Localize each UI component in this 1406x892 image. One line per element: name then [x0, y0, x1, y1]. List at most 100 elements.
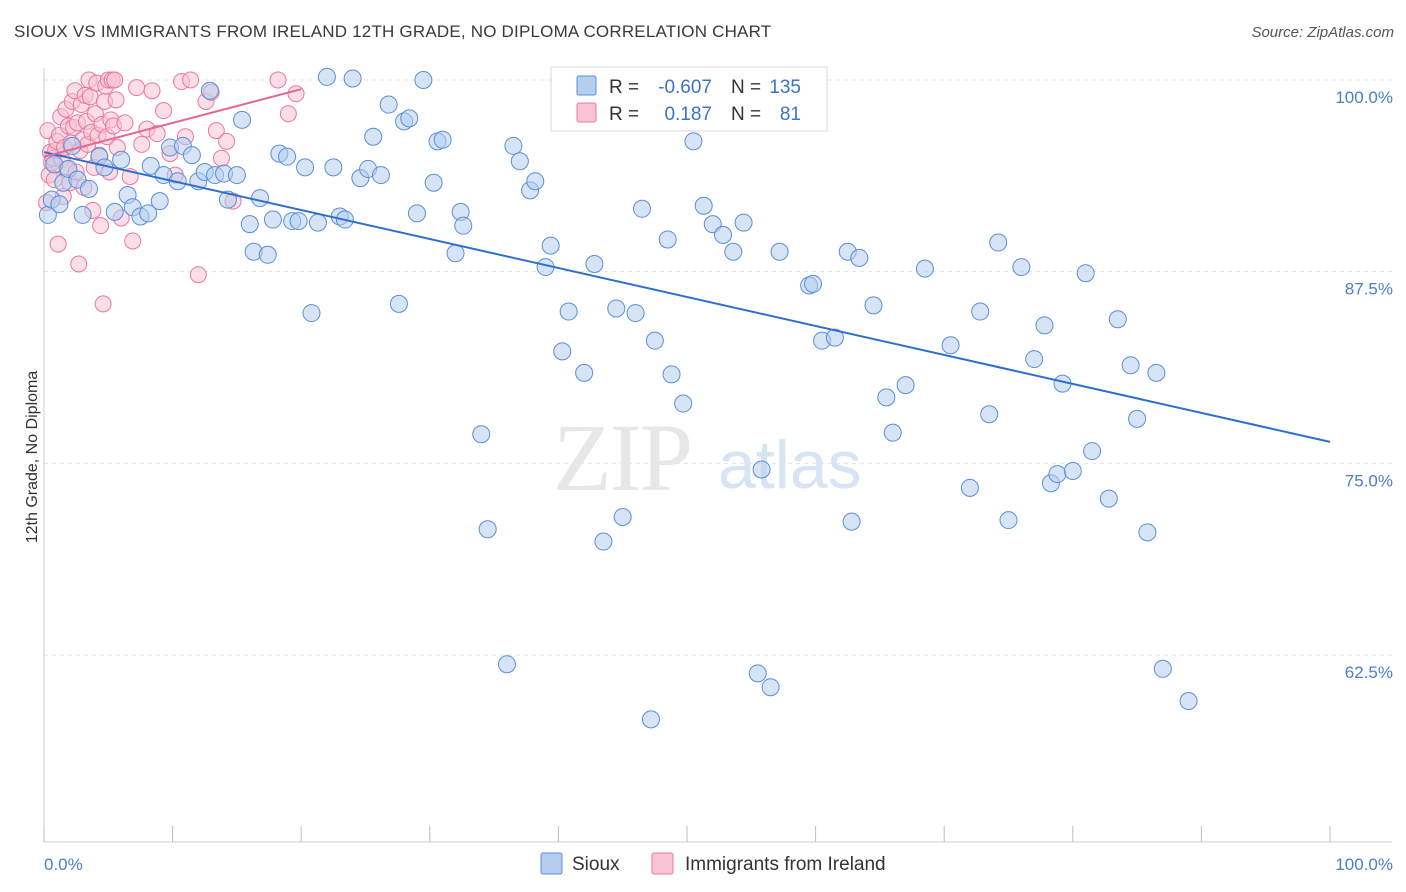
ireland-point-63 [143, 82, 161, 100]
sioux-point-130 [1121, 356, 1140, 375]
ireland-point-44 [94, 295, 112, 313]
sioux-point-128 [1099, 489, 1118, 508]
legend-ireland-swatch [576, 102, 597, 123]
sioux-point-111 [896, 376, 915, 395]
sioux-point-35 [251, 189, 270, 208]
sioux-point-108 [864, 296, 883, 315]
ireland-point-71 [189, 266, 207, 284]
chart-title: SIOUX VS IMMIGRANTS FROM IRELAND 12TH GR… [14, 22, 772, 41]
ireland-point-76 [218, 132, 236, 150]
sioux-point-116 [980, 405, 999, 424]
sioux-point-97 [752, 460, 771, 479]
sioux-point-58 [407, 204, 426, 223]
sioux-point-113 [941, 336, 960, 355]
series-sioux-points [38, 67, 1198, 729]
x-tick-label-max: 100.0% [1335, 855, 1393, 874]
sioux-point-87 [658, 230, 677, 249]
sioux-point-57 [400, 109, 419, 128]
sioux-point-36 [258, 245, 277, 264]
sioux-point-94 [724, 242, 743, 261]
legend-r-label-2: R = [609, 104, 639, 125]
ireland-point-79 [279, 105, 297, 123]
sioux-point-90 [684, 132, 703, 151]
sioux-point-55 [389, 294, 408, 313]
sioux-point-43 [302, 304, 321, 323]
sioux-point-98 [761, 678, 780, 697]
sioux-point-63 [446, 244, 465, 263]
bottom-legend-ireland-label: Immigrants from Ireland [685, 854, 886, 875]
sioux-point-72 [526, 172, 545, 191]
watermark-zip: ZIP [553, 404, 691, 511]
sioux-point-127 [1083, 442, 1102, 461]
sioux-point-18 [141, 156, 160, 175]
y-tick-label-0: 100.0% [1335, 88, 1393, 107]
legend-n-value-ireland: 81 [780, 104, 801, 125]
sioux-trend-line [43, 151, 1331, 443]
ireland-point-9 [49, 235, 67, 253]
y-tick-label-3: 62.5% [1345, 663, 1393, 682]
sioux-point-67 [478, 520, 497, 539]
axes [43, 68, 1392, 843]
sioux-point-82 [613, 508, 632, 526]
sioux-point-69 [504, 136, 523, 155]
sioux-point-49 [343, 69, 362, 88]
sioux-point-33 [240, 215, 259, 234]
legend-n-label-1: N = [731, 77, 761, 98]
sioux-point-60 [424, 173, 443, 192]
sioux-point-114 [960, 478, 979, 497]
sioux-point-117 [989, 233, 1008, 252]
ireland-point-78 [269, 71, 287, 89]
legend-n-label-2: N = [731, 104, 761, 125]
legend-r-value-ireland: 0.187 [664, 104, 712, 125]
sioux-point-8 [73, 205, 92, 224]
sioux-point-125 [1063, 462, 1082, 480]
sioux-point-112 [915, 259, 934, 278]
sioux-point-123 [1048, 465, 1067, 484]
sioux-point-70 [510, 152, 529, 171]
sioux-point-53 [371, 166, 390, 185]
sioux-point-78 [575, 363, 594, 382]
sioux-point-99 [770, 242, 789, 261]
sioux-point-45 [317, 67, 336, 86]
bottom-legend-ireland-swatch [651, 852, 674, 875]
sioux-point-13 [112, 150, 131, 169]
sioux-point-84 [632, 199, 651, 218]
sioux-point-126 [1076, 264, 1095, 283]
sioux-point-31 [227, 166, 246, 185]
sioux-point-32 [233, 110, 252, 129]
sioux-point-37 [263, 210, 282, 229]
sioux-point-121 [1035, 316, 1054, 335]
sioux-point-6 [63, 136, 82, 155]
legend-sioux-swatch [576, 75, 597, 96]
sioux-point-95 [734, 213, 753, 232]
ireland-point-61 [133, 135, 151, 153]
y-tick-label-1: 87.5% [1345, 280, 1393, 299]
ireland-point-42 [92, 217, 110, 235]
sioux-point-132 [1138, 523, 1157, 542]
ireland-point-75 [212, 149, 230, 167]
sioux-point-74 [541, 236, 560, 255]
watermark-atlas: atlas [718, 427, 862, 503]
tick-labels: 100.0% 87.5% 75.0% 62.5% 0.0% 100.0% [44, 88, 1393, 874]
sioux-point-62 [433, 130, 452, 149]
sioux-point-3 [50, 195, 69, 214]
sioux-point-134 [1153, 659, 1172, 678]
sioux-point-66 [472, 425, 491, 444]
ireland-point-57 [116, 114, 134, 132]
trend-lines [43, 88, 1331, 443]
sioux-point-27 [200, 81, 219, 100]
sioux-point-41 [289, 212, 308, 231]
y-axis-label: 12th Grade, No Diploma [24, 371, 41, 544]
sioux-point-93 [714, 225, 733, 244]
sioux-point-96 [748, 664, 767, 683]
sioux-point-9 [80, 179, 99, 198]
sioux-point-104 [825, 328, 844, 347]
sioux-point-24 [182, 146, 201, 165]
source-label: Source: ZipAtlas.com [1251, 24, 1394, 41]
sioux-point-68 [497, 655, 516, 674]
ireland-point-80 [287, 85, 305, 103]
sioux-point-44 [308, 213, 327, 232]
ireland-point-65 [155, 102, 173, 120]
ireland-point-53 [106, 71, 124, 89]
ireland-point-54 [107, 91, 125, 109]
